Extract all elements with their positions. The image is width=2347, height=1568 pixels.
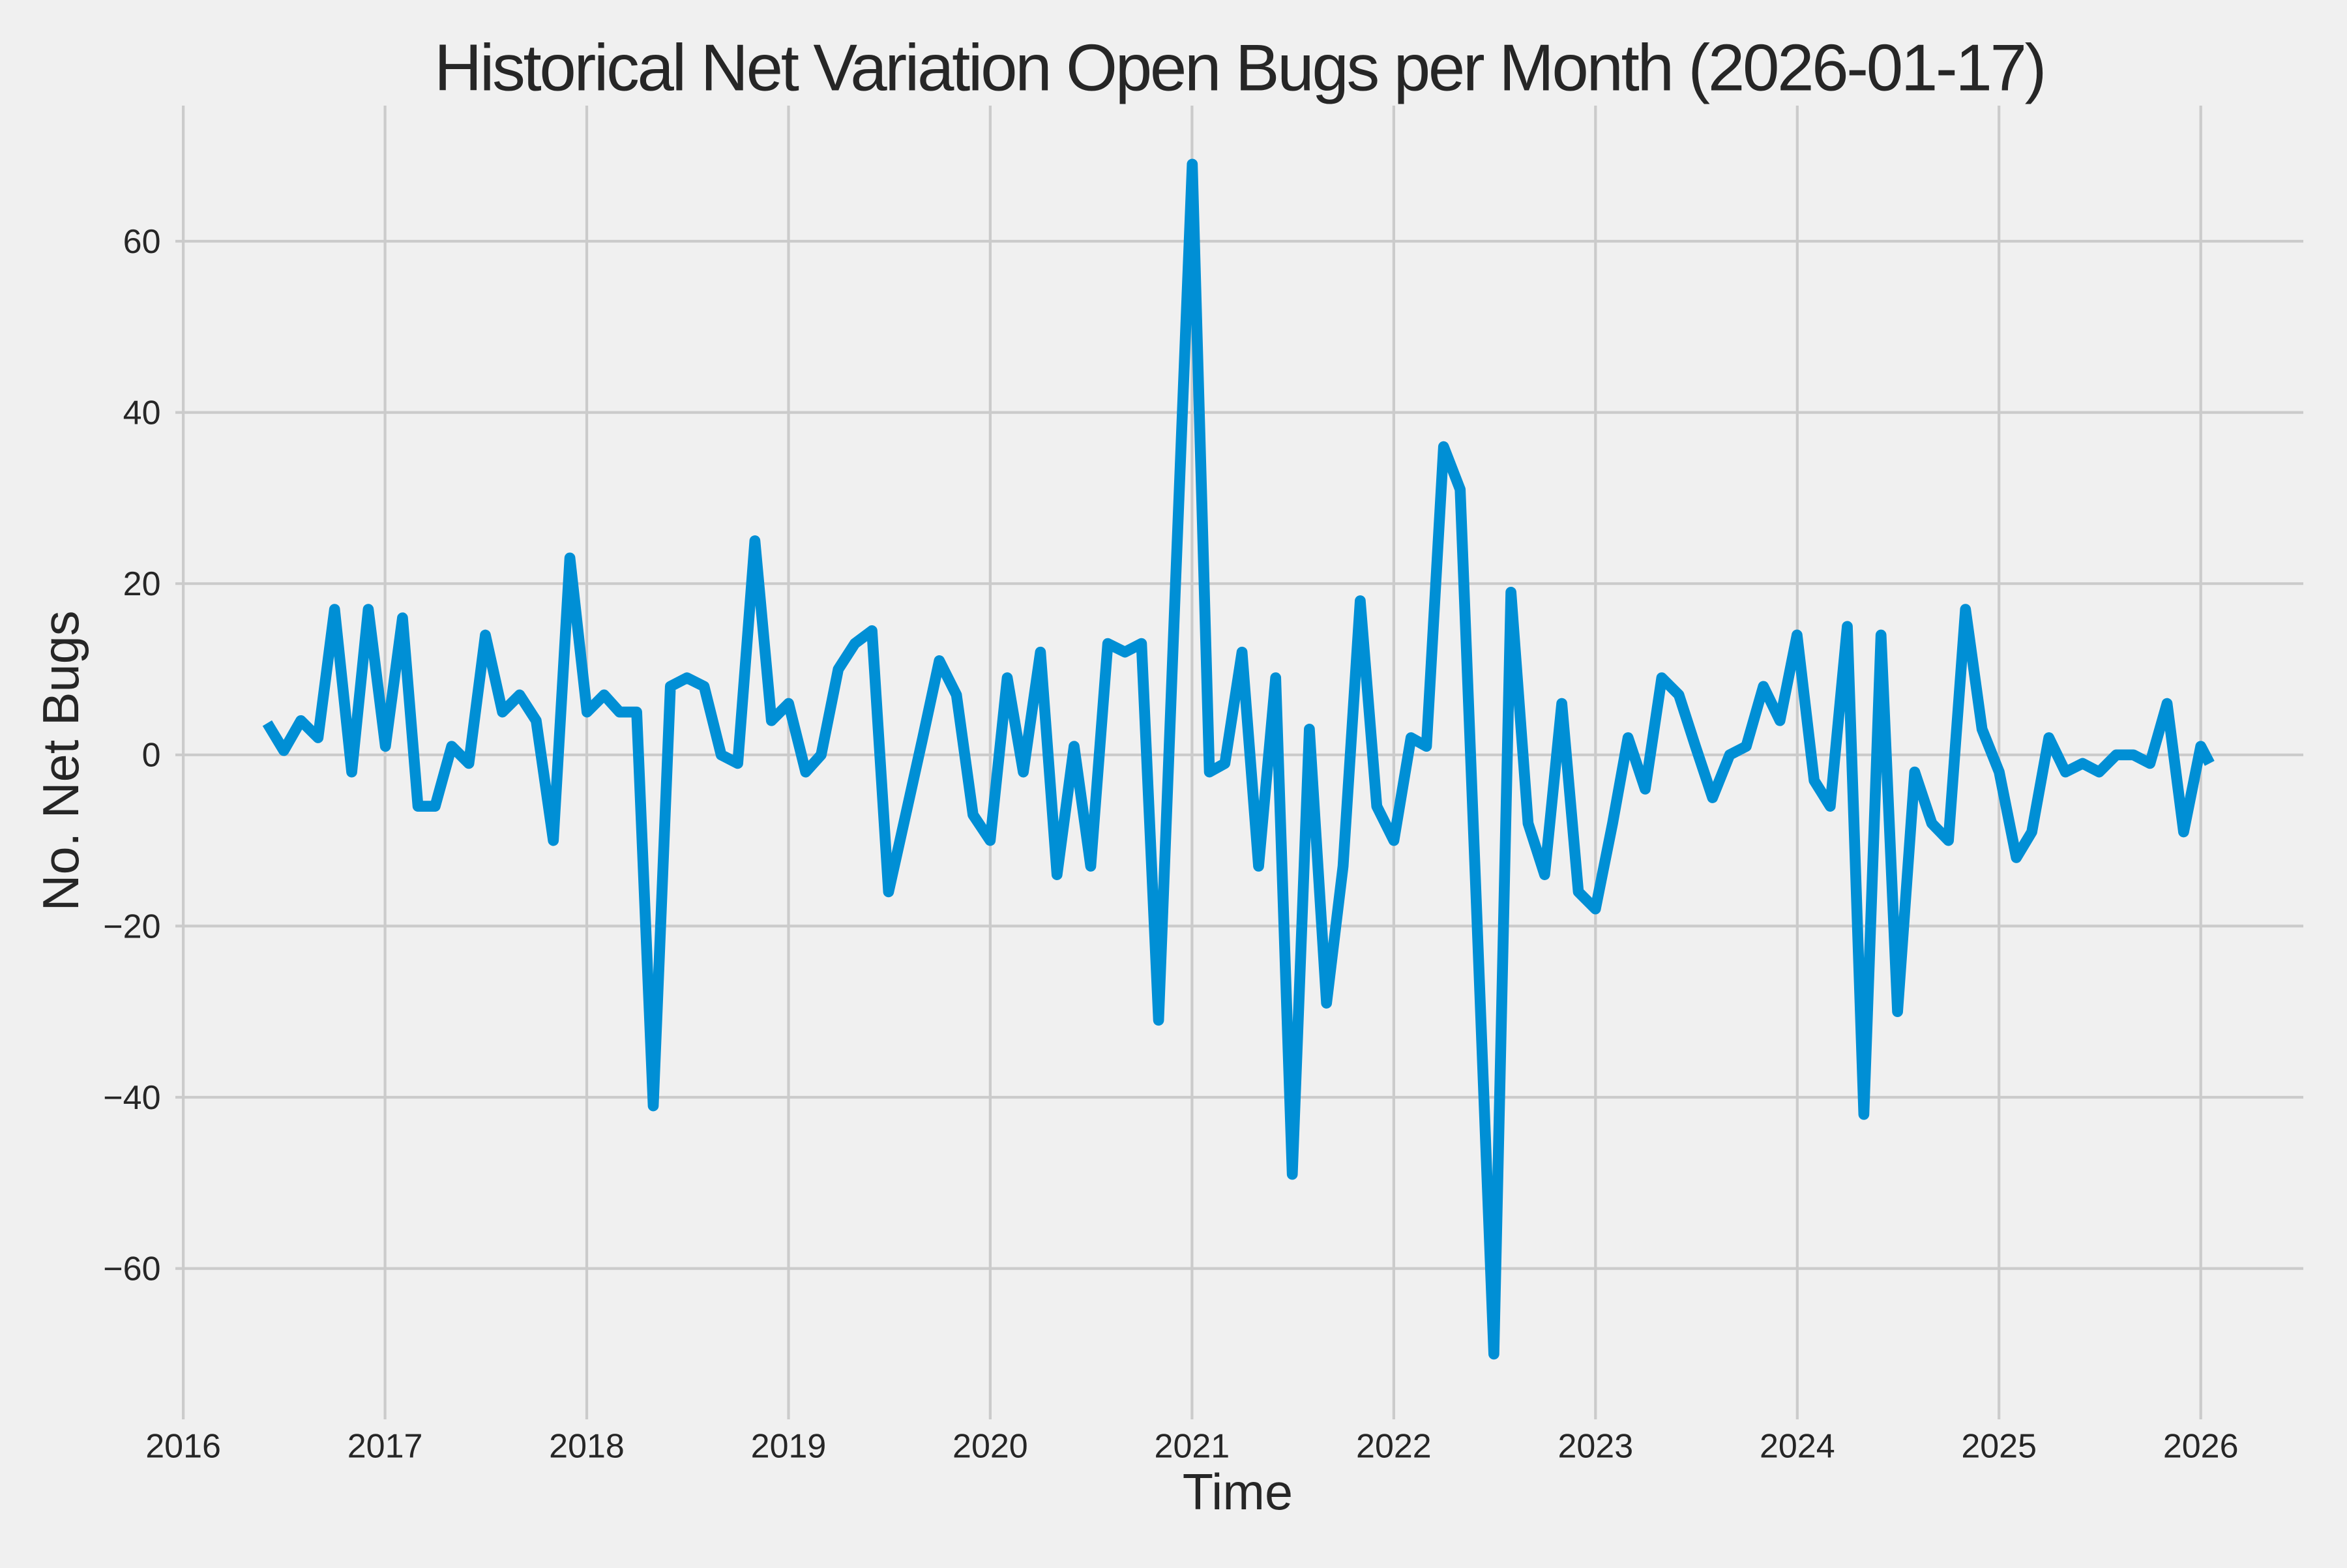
svg-text:No. Net Bugs: No. Net Bugs: [33, 611, 89, 911]
svg-text:2024: 2024: [1760, 1428, 1835, 1466]
svg-text:2019: 2019: [751, 1428, 827, 1466]
svg-text:2016: 2016: [145, 1428, 221, 1466]
svg-text:2026: 2026: [2163, 1428, 2239, 1466]
svg-text:−40: −40: [103, 1079, 160, 1117]
svg-text:2017: 2017: [347, 1428, 423, 1466]
svg-text:−20: −20: [103, 908, 160, 945]
svg-text:20: 20: [123, 565, 161, 603]
svg-text:60: 60: [123, 223, 161, 261]
svg-text:2022: 2022: [1356, 1428, 1432, 1466]
svg-text:Historical Net Variation Open: Historical Net Variation Open Bugs per M…: [434, 31, 2044, 105]
svg-text:2025: 2025: [1961, 1428, 2037, 1466]
svg-text:2018: 2018: [549, 1428, 625, 1466]
svg-text:2023: 2023: [1557, 1428, 1633, 1466]
svg-text:2021: 2021: [1155, 1428, 1230, 1466]
svg-text:40: 40: [123, 394, 161, 432]
svg-text:Time: Time: [1183, 1464, 1293, 1520]
svg-text:−60: −60: [103, 1250, 160, 1288]
svg-text:0: 0: [142, 737, 161, 775]
svg-text:2020: 2020: [952, 1428, 1028, 1466]
